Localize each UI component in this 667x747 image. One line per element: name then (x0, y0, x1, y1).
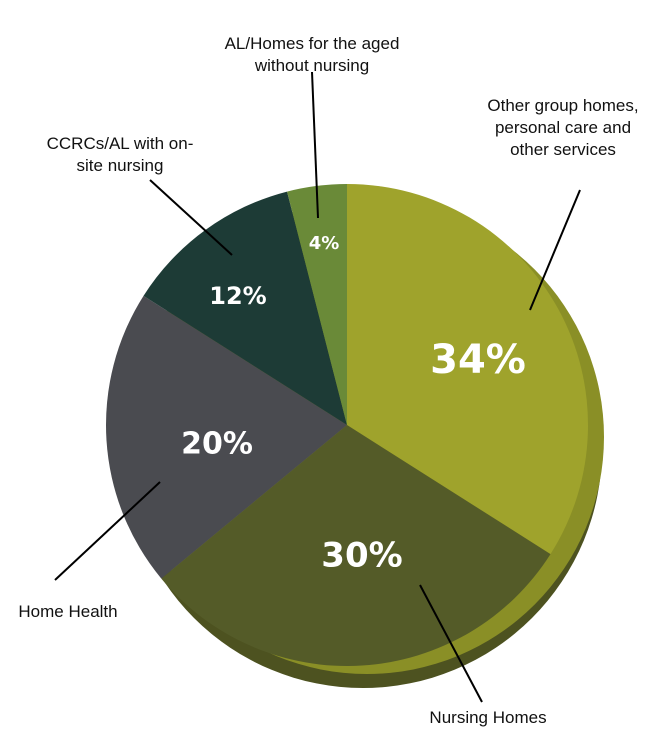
category-label: AL/Homes for the aged without nursing (224, 34, 400, 75)
value-label: 4% (309, 233, 340, 254)
pie-slice (106, 295, 347, 579)
category-label: CCRCs/AL with on-site nursing (46, 134, 194, 175)
category-label: Nursing Homes (429, 708, 547, 727)
pie-slice (287, 184, 347, 425)
leader-line (529, 189, 581, 311)
leader-line (311, 71, 319, 219)
category-label: Other group homes, personal care and oth… (487, 96, 639, 159)
value-label: 20% (181, 427, 253, 462)
value-label: 30% (321, 536, 402, 576)
pie-slice (143, 191, 347, 425)
pie-slice (347, 184, 589, 555)
pie-slice (161, 425, 551, 666)
leader-line (419, 584, 483, 703)
category-label: Home Health (18, 602, 118, 621)
value-label: 12% (209, 282, 266, 310)
value-label: 34% (430, 337, 526, 383)
leader-line (149, 179, 233, 256)
leader-line (54, 481, 161, 581)
